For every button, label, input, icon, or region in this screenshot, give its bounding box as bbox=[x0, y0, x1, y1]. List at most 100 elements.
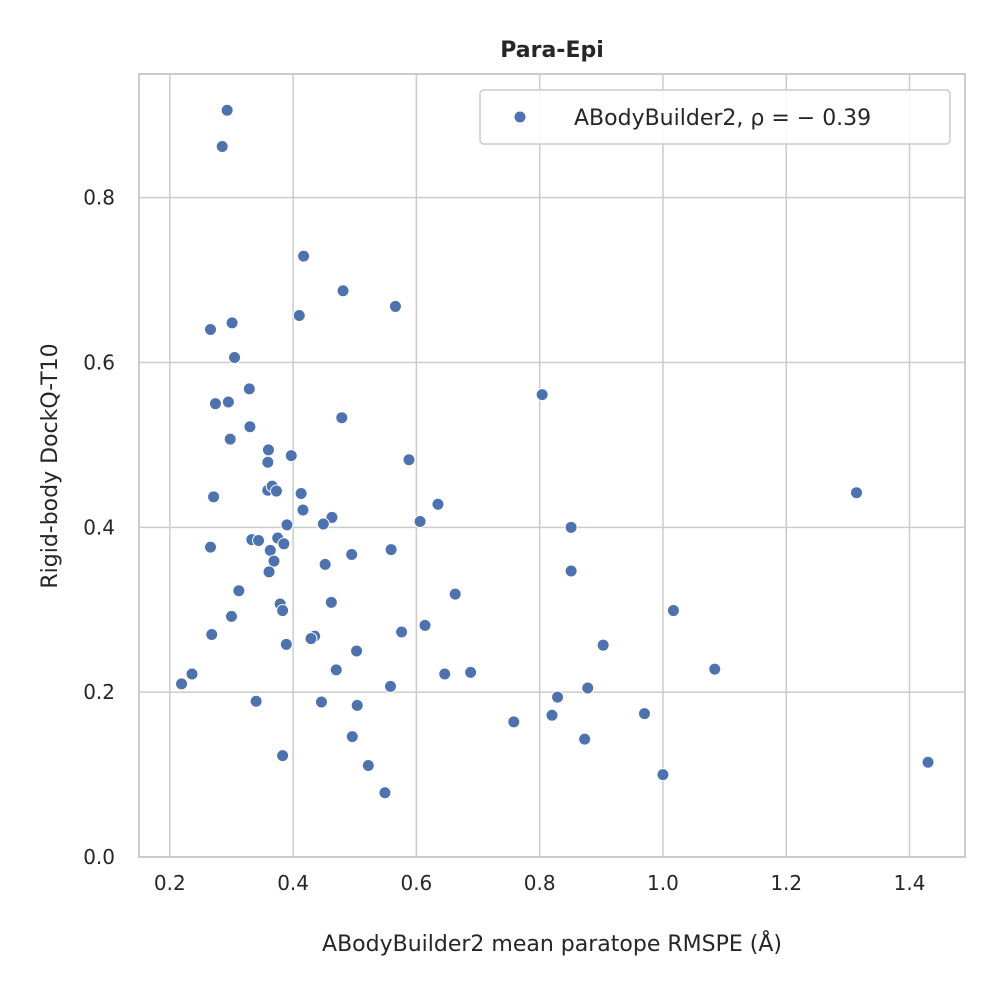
data-point bbox=[225, 316, 239, 330]
data-point bbox=[418, 618, 432, 632]
data-points bbox=[175, 103, 935, 800]
data-point bbox=[185, 667, 199, 681]
data-point bbox=[261, 443, 275, 457]
data-point bbox=[637, 707, 651, 721]
data-point bbox=[276, 749, 290, 763]
data-point bbox=[921, 755, 935, 769]
data-point bbox=[263, 543, 277, 557]
data-point bbox=[464, 665, 478, 679]
data-point bbox=[413, 515, 427, 529]
data-point bbox=[666, 604, 680, 618]
grid-lines bbox=[139, 74, 965, 858]
data-point bbox=[228, 351, 242, 365]
plot-frame bbox=[138, 73, 966, 858]
data-point bbox=[325, 510, 339, 524]
x-tick-label: 1.0 bbox=[647, 871, 679, 895]
x-axis-label: ABodyBuilder2 mean paratope RMSPE (Å) bbox=[322, 930, 782, 957]
data-point bbox=[535, 388, 549, 402]
data-point bbox=[388, 299, 402, 313]
data-point bbox=[243, 420, 257, 434]
data-point bbox=[279, 637, 293, 651]
data-point bbox=[232, 584, 246, 598]
legend: ABodyBuilder2, ρ = − 0.39 bbox=[479, 89, 951, 145]
data-point bbox=[350, 698, 364, 712]
legend-box bbox=[479, 89, 951, 145]
data-point bbox=[564, 520, 578, 534]
y-axis-label: Rigid-body DockQ-T10 bbox=[38, 343, 63, 588]
data-point bbox=[345, 548, 359, 562]
data-point bbox=[336, 284, 350, 298]
data-point bbox=[175, 677, 189, 691]
data-point bbox=[261, 455, 275, 469]
data-point bbox=[292, 308, 306, 322]
tick-labels: 0.2 0.4 0.6 0.8 1.0 1.2 1.4 0.0 0.2 0.4 0.6 0.8 bbox=[83, 186, 925, 895]
data-point bbox=[276, 604, 290, 618]
data-point bbox=[551, 690, 565, 704]
data-point bbox=[294, 487, 308, 501]
data-point bbox=[204, 540, 218, 554]
legend-label: ABodyBuilder2, ρ = − 0.39 bbox=[574, 106, 871, 131]
data-point bbox=[708, 662, 722, 676]
data-point bbox=[304, 632, 318, 646]
data-point bbox=[402, 453, 416, 467]
data-point bbox=[395, 625, 409, 639]
data-point bbox=[329, 663, 343, 677]
x-tick-label: 0.6 bbox=[400, 871, 432, 895]
data-point bbox=[242, 382, 256, 396]
data-point bbox=[581, 681, 595, 695]
data-point bbox=[249, 694, 263, 708]
data-point bbox=[438, 667, 452, 681]
data-point bbox=[252, 534, 266, 548]
y-tick-label: 0.2 bbox=[83, 680, 115, 704]
data-point bbox=[350, 644, 364, 658]
data-point bbox=[431, 497, 445, 511]
y-tick-label: 0.4 bbox=[83, 515, 115, 539]
data-point bbox=[205, 627, 219, 641]
x-tick-label: 0.4 bbox=[277, 871, 309, 895]
x-tick-label: 1.2 bbox=[770, 871, 802, 895]
data-point bbox=[280, 518, 294, 532]
data-point bbox=[361, 759, 375, 773]
data-point bbox=[656, 768, 670, 782]
data-point bbox=[277, 537, 291, 551]
data-point bbox=[596, 638, 610, 652]
data-point bbox=[335, 411, 349, 425]
x-tick-label: 1.4 bbox=[894, 871, 926, 895]
data-point bbox=[507, 715, 521, 729]
data-point bbox=[207, 490, 221, 504]
data-point bbox=[564, 564, 578, 578]
data-point bbox=[545, 708, 559, 722]
y-tick-label: 0.0 bbox=[83, 845, 115, 869]
data-point bbox=[314, 695, 328, 709]
data-point bbox=[284, 449, 298, 463]
data-point bbox=[345, 730, 359, 744]
data-point bbox=[224, 609, 238, 623]
data-point bbox=[318, 557, 332, 571]
data-point bbox=[215, 140, 229, 154]
data-point bbox=[324, 595, 338, 609]
data-point bbox=[297, 249, 311, 263]
data-point bbox=[269, 484, 283, 498]
legend-marker bbox=[513, 110, 527, 124]
data-point bbox=[262, 565, 276, 579]
data-point bbox=[221, 395, 235, 409]
chart-title: Para-Epi bbox=[500, 38, 604, 63]
data-point bbox=[850, 486, 864, 500]
data-point bbox=[208, 397, 222, 411]
data-point bbox=[448, 587, 462, 601]
data-point bbox=[204, 323, 218, 337]
data-point bbox=[223, 432, 237, 446]
x-tick-label: 0.2 bbox=[154, 871, 186, 895]
data-point bbox=[220, 103, 234, 117]
y-tick-label: 0.8 bbox=[83, 186, 115, 210]
y-tick-label: 0.6 bbox=[83, 350, 115, 374]
data-point bbox=[378, 786, 392, 800]
x-tick-label: 0.8 bbox=[524, 871, 556, 895]
data-point bbox=[384, 543, 398, 557]
data-point bbox=[267, 554, 281, 568]
data-point bbox=[296, 503, 310, 517]
data-point bbox=[316, 517, 330, 531]
data-point bbox=[578, 732, 592, 746]
data-point bbox=[383, 679, 397, 693]
